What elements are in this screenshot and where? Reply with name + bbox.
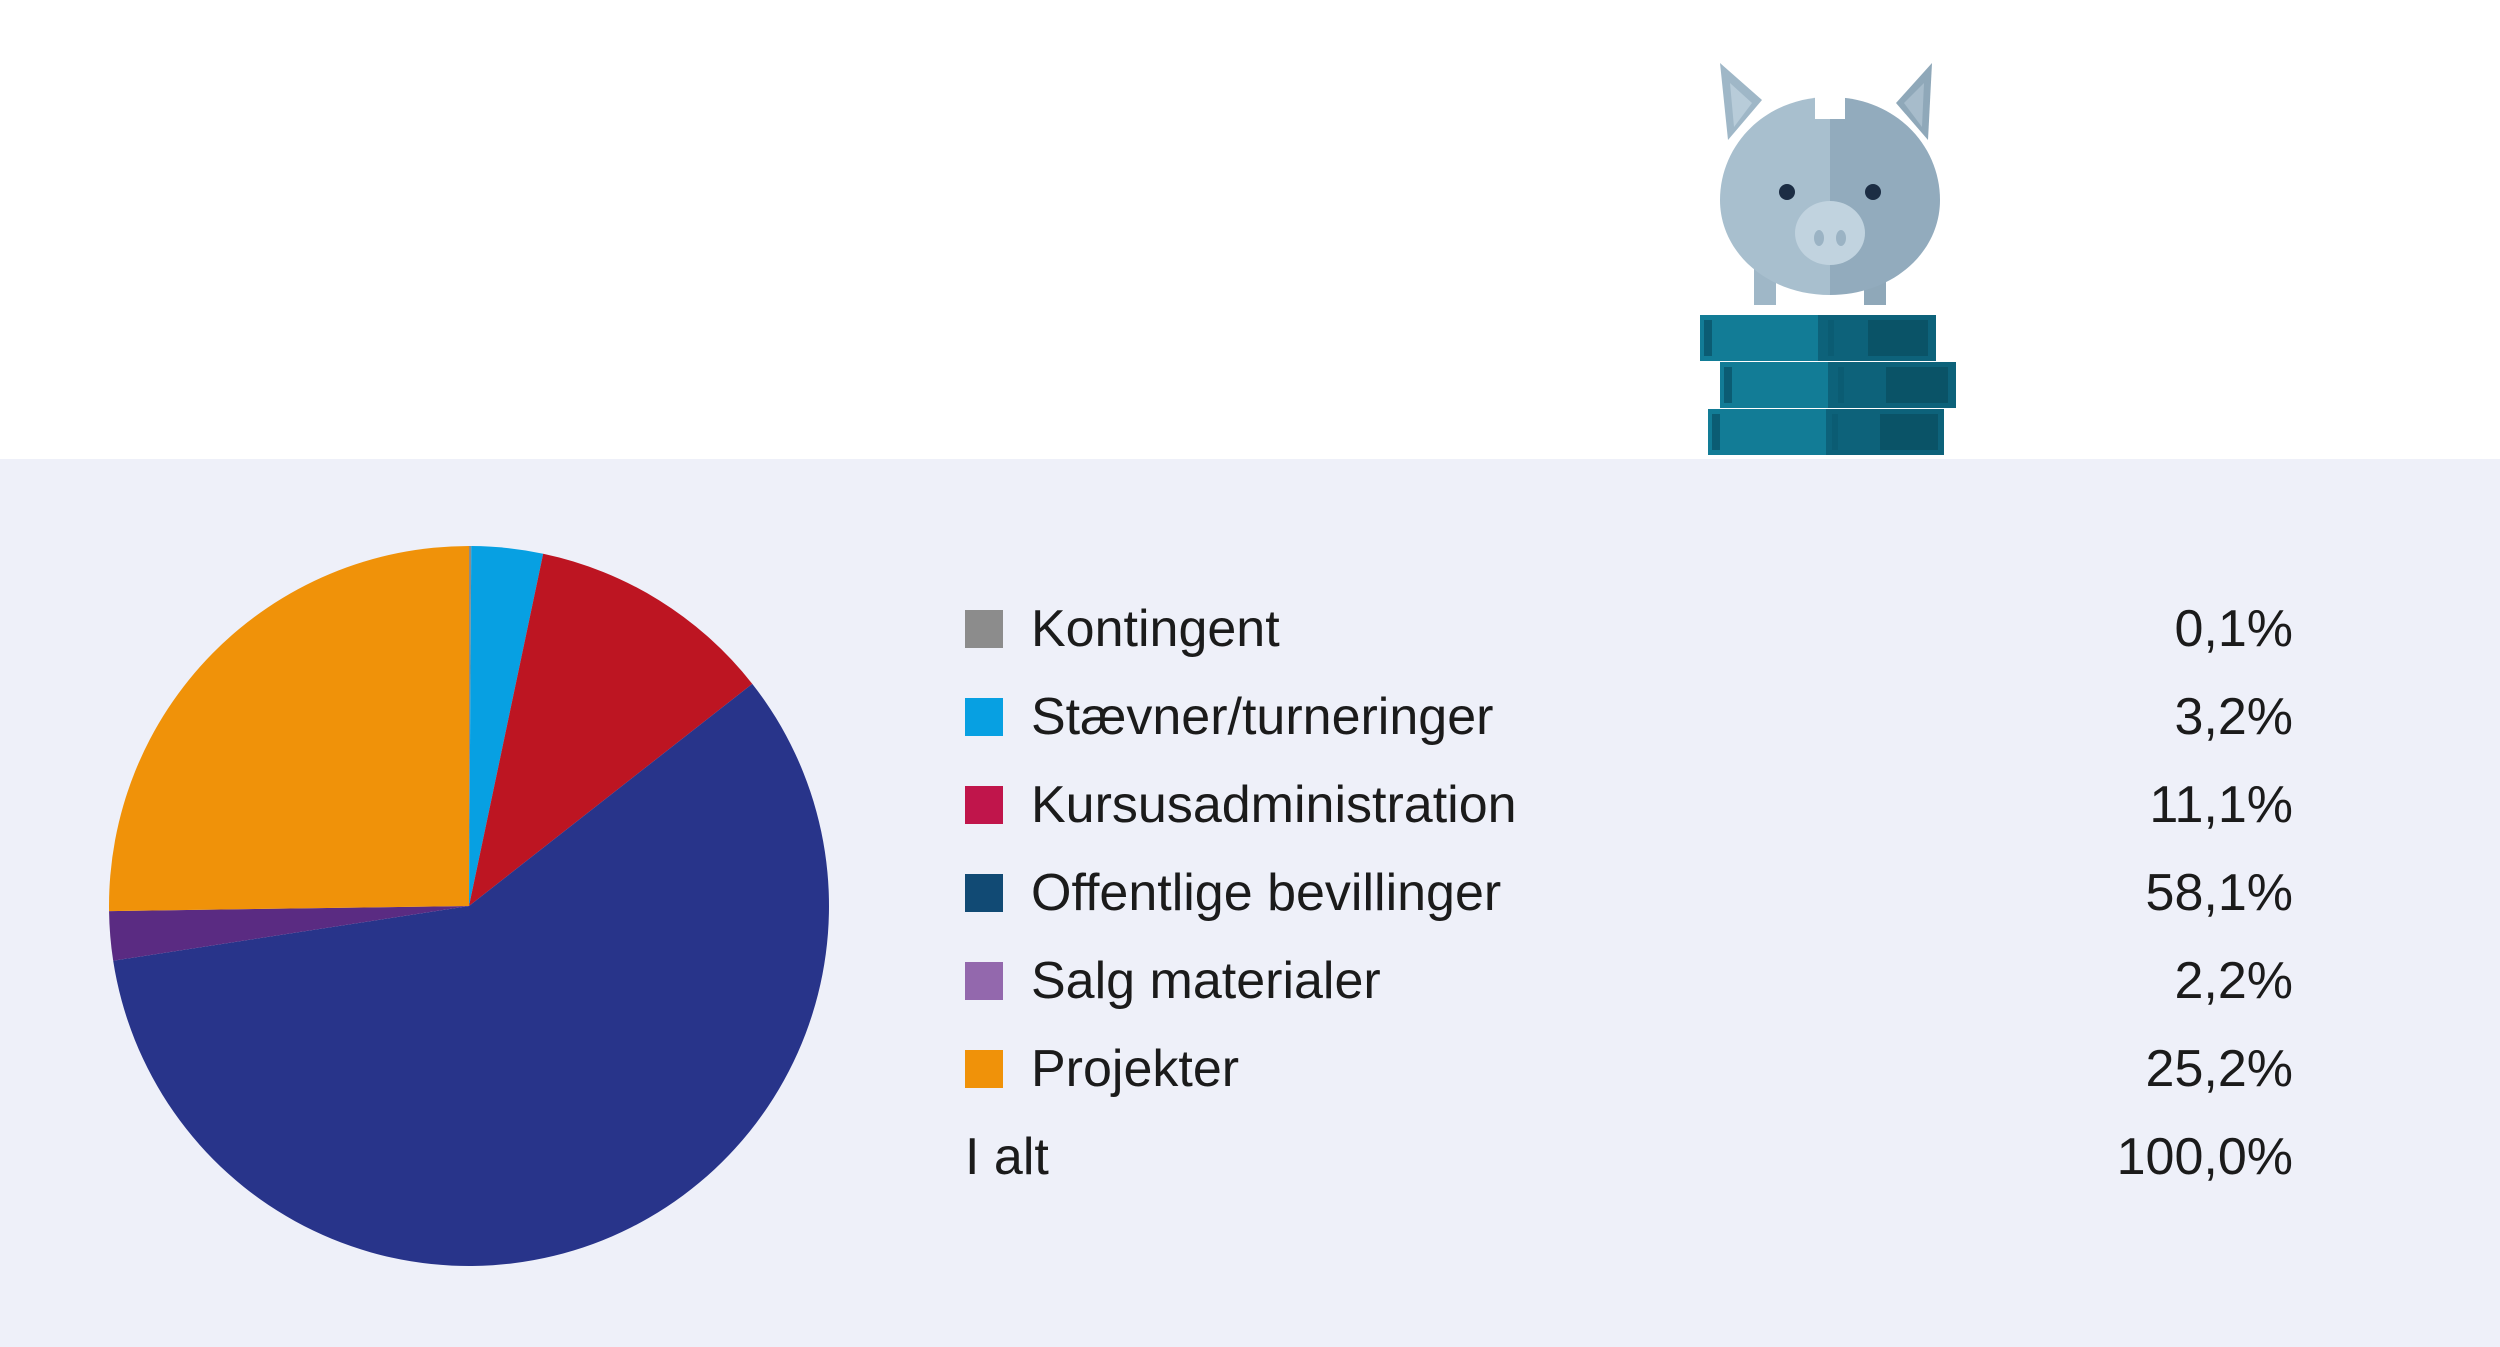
- piggy-bank-on-coins-icon: [1700, 63, 1956, 455]
- legend-swatch: [965, 874, 1003, 912]
- legend-label: Kontingent: [1031, 600, 1280, 658]
- pie-chart: [109, 546, 830, 1266]
- legend-swatch: [965, 1050, 1003, 1088]
- legend-value: 3,2%: [2174, 688, 2293, 746]
- total-row: I alt 100,0%: [963, 1123, 2293, 1211]
- legend-row: Stævner/turneringer 3,2%: [963, 683, 2293, 771]
- total-label: I alt: [965, 1128, 1049, 1186]
- legend-swatch: [965, 962, 1003, 1000]
- pie-slice-5: [109, 546, 470, 912]
- legend-swatch: [965, 786, 1003, 824]
- legend-row: Salg materialer 2,2%: [963, 947, 2293, 1035]
- legend: Kontingent 0,1% Stævner/turneringer 3,2% Kur…: [963, 595, 2293, 1211]
- legend-row: Offentlige bevillinger 58,1%: [963, 859, 2293, 947]
- legend-label: Stævner/turneringer: [1031, 688, 1494, 746]
- legend-row: Kontingent 0,1%: [963, 595, 2293, 683]
- top-area: [0, 0, 2500, 459]
- legend-swatch: [965, 610, 1003, 648]
- pie-slice-4: [109, 906, 469, 961]
- pie-slice-0: [469, 546, 472, 906]
- legend-label: Projekter: [1031, 1040, 1240, 1098]
- legend-label: Offentlige bevillinger: [1031, 864, 1502, 922]
- pie-slice-3: [113, 683, 830, 1266]
- legend-value: 58,1%: [2145, 864, 2293, 922]
- total-value: 100,0%: [2116, 1128, 2293, 1186]
- legend-row: Kursusadministration 11,1%: [963, 771, 2293, 859]
- legend-value: 11,1%: [2149, 776, 2293, 834]
- legend-swatch: [965, 698, 1003, 736]
- pie-slice-1: [469, 546, 544, 906]
- legend-label: Kursusadministration: [1031, 776, 1517, 834]
- legend-value: 2,2%: [2174, 952, 2293, 1010]
- legend-label: Salg materialer: [1031, 952, 1381, 1010]
- pie-slice-2: [469, 553, 753, 906]
- legend-value: 0,1%: [2174, 600, 2293, 658]
- legend-row: Projekter 25,2%: [963, 1035, 2293, 1123]
- legend-value: 25,2%: [2145, 1040, 2293, 1098]
